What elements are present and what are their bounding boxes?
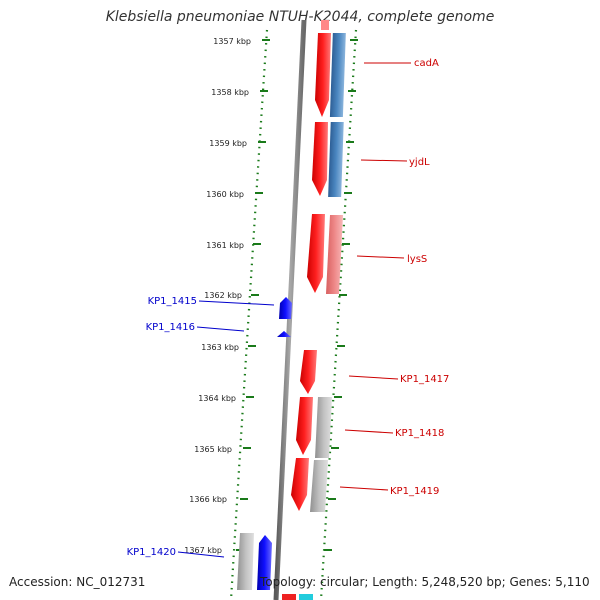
gene-label-KP1_1418: KP1_1418	[395, 428, 444, 439]
forward-strand-genes	[291, 33, 331, 511]
gene-grey	[237, 533, 254, 590]
gene-steelblue	[328, 122, 344, 197]
kbp-label: 1367 kbp	[184, 546, 222, 555]
gene-grey	[310, 460, 328, 512]
gene-label-KP1_1420: KP1_1420	[127, 547, 176, 558]
kbp-label: 1361 kbp	[206, 241, 244, 250]
accession-text: Accession: NC_012731	[9, 575, 146, 589]
gene-partial-top	[321, 20, 329, 30]
kbp-label: 1359 kbp	[209, 139, 247, 148]
kbp-label: 1363 kbp	[201, 343, 239, 352]
kbp-label: 1357 kbp	[213, 37, 251, 46]
gene-steelblue	[329, 33, 346, 117]
gene-arrow-blue	[279, 297, 292, 319]
gene-arrow-red	[312, 122, 328, 196]
gene-arrow-red	[307, 214, 325, 293]
gene-partial-cyan	[299, 594, 313, 600]
gene-arrow-red	[315, 33, 331, 117]
gene-pink	[326, 215, 343, 294]
gene-label-KP1_1415: KP1_1415	[148, 296, 197, 307]
kbp-label: 1360 kbp	[206, 190, 244, 199]
topology-text: Topology: circular; Length: 5,248,520 bp…	[260, 575, 590, 589]
gene-label-KP1_1417: KP1_1417	[400, 374, 449, 385]
gene-label-lysS: lysS	[407, 254, 427, 265]
gene-arrow-red	[300, 350, 317, 394]
gene-label-yjdL: yjdL	[409, 157, 430, 168]
gene-arrow-blue	[257, 535, 272, 590]
gene-label-KP1_1419: KP1_1419	[390, 486, 439, 497]
kbp-label: 1364 kbp	[198, 394, 236, 403]
second-track-genes	[310, 33, 346, 512]
genome-title: Klebsiella pneumoniae NTUH-K2044, comple…	[105, 9, 495, 25]
gene-label-cadA: cadA	[414, 58, 439, 69]
right-tick-marks	[324, 39, 358, 551]
reverse-strand-genes	[237, 297, 292, 590]
gene-label-KP1_1416: KP1_1416	[146, 322, 195, 333]
left-gene-labels: KP1_1415 KP1_1416 KP1_1420	[127, 296, 275, 558]
gene-partial-red	[282, 594, 296, 600]
gene-arrow-blue	[277, 331, 291, 337]
gene-arrow-red	[291, 458, 309, 511]
kbp-label: 1365 kbp	[194, 445, 232, 454]
kbp-label: 1358 kbp	[211, 88, 249, 97]
kbp-tick-labels: 1357 kbp 1358 kbp 1359 kbp 1360 kbp 1361…	[184, 37, 251, 555]
left-guide-dots	[229, 29, 269, 600]
right-gene-labels: cadA yjdL lysS KP1_1417 KP1_1418 KP1_141…	[339, 58, 449, 497]
kbp-label: 1362 kbp	[204, 291, 242, 300]
kbp-label: 1366 kbp	[189, 495, 227, 504]
gene-grey	[315, 397, 332, 458]
gene-arrow-red	[296, 397, 313, 455]
